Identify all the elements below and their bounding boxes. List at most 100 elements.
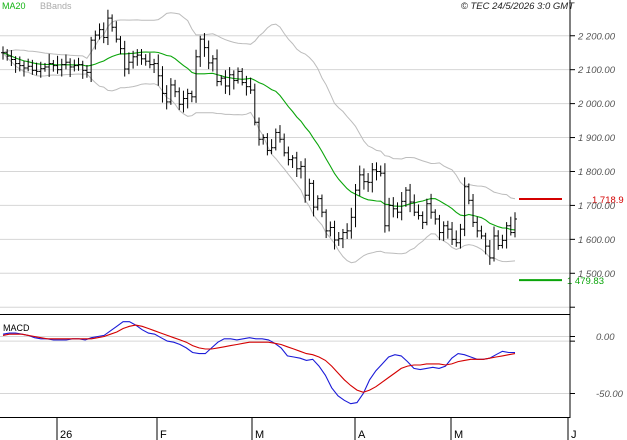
ohlc-bar <box>21 60 26 77</box>
ohlc-bar <box>370 163 375 193</box>
ohlc-bar <box>378 165 383 177</box>
ohlc-bar <box>349 207 354 239</box>
bband-lower-line <box>2 52 516 264</box>
x-tick-label: J <box>571 429 577 440</box>
ohlc-bar <box>399 192 404 221</box>
ohlc-bar <box>466 183 471 205</box>
ohlc-bar <box>147 52 152 69</box>
x-tick-label: M <box>255 429 264 440</box>
ohlc-bar <box>9 50 14 67</box>
ohlc-bar <box>164 85 169 110</box>
macd-y-tick-label: 0.00 <box>596 332 615 343</box>
ohlc-bar <box>17 56 22 72</box>
ohlc-bar <box>240 68 245 86</box>
ohlc-bar <box>433 209 438 225</box>
ohlc-bar <box>504 222 509 249</box>
ohlc-bar <box>311 180 316 217</box>
ohlc-bar <box>261 134 266 145</box>
ohlc-bar <box>336 232 341 246</box>
ohlc-bar <box>76 57 81 71</box>
ohlc-bar <box>89 36 94 83</box>
ohlc-bar <box>101 22 106 44</box>
ma20-line <box>2 51 516 231</box>
ohlc-bar <box>59 58 64 77</box>
ohlc-bar <box>252 83 257 126</box>
ohlc-bar <box>487 240 492 265</box>
ohlc-bar <box>168 78 173 105</box>
ohlc-bar <box>38 61 43 78</box>
ohlc-bar <box>492 226 497 262</box>
ohlc-bar <box>366 173 371 192</box>
ohlc-bar <box>294 151 299 177</box>
ohlc-bar <box>290 155 295 168</box>
x-tick-label: M <box>454 429 463 440</box>
ohlc-bar <box>156 54 161 86</box>
ohlc-bar <box>84 65 89 78</box>
ohlc-bar <box>382 163 387 233</box>
ohlc-bar <box>5 49 10 61</box>
ohlc-bar <box>445 220 450 239</box>
ohlc-bar <box>277 125 282 143</box>
ohlc-bar <box>206 40 211 70</box>
ohlc-bar <box>1 46 5 60</box>
ohlc-bar <box>479 225 484 239</box>
ohlc-bar <box>131 50 136 69</box>
ohlc-bar <box>387 197 392 232</box>
ohlc-bar <box>202 33 207 57</box>
price-y-tick-label: 2 100.00 <box>577 65 616 76</box>
resistance-level-label: 1 718.9 <box>592 195 624 206</box>
ohlc-bar <box>265 133 270 156</box>
ohlc-bar <box>223 70 228 94</box>
ohlc-bar <box>185 88 190 109</box>
ohlc-bar <box>303 158 308 203</box>
price-y-tick-label: 1 900.00 <box>578 133 616 144</box>
macd-title: MACD <box>3 323 30 333</box>
ohlc-bar <box>496 230 501 250</box>
ohlc-bar <box>471 193 476 227</box>
ohlc-bar <box>244 75 249 96</box>
ohlc-bar <box>437 214 442 241</box>
ohlc-bar <box>210 55 215 72</box>
ohlc-bar <box>248 77 253 94</box>
ohlc-bar <box>458 223 463 249</box>
ohlc-bar <box>513 212 517 238</box>
ohlc-bar <box>357 165 362 196</box>
ohlc-bar <box>126 52 131 75</box>
ohlc-bar <box>47 53 52 77</box>
ohlc-bar <box>257 117 261 146</box>
ohlc-bar <box>105 9 110 46</box>
ohlc-bar <box>441 221 446 241</box>
ohlc-bar <box>319 194 324 218</box>
ohlc-bar <box>68 58 73 78</box>
ohlc-bar <box>194 49 199 103</box>
ohlc-bar <box>135 49 140 66</box>
ohlc-bar <box>307 178 312 201</box>
ohlc-bar <box>500 234 505 249</box>
x-tick-label: F <box>160 429 167 440</box>
ohlc-bar <box>286 146 291 166</box>
macd-line <box>2 321 515 405</box>
macd-y-tick-label: -50.00 <box>596 389 624 400</box>
ohlc-bar <box>340 228 345 249</box>
copyright-text: © TEC 24/5/2026 3:0 GMT <box>461 1 575 12</box>
ohlc-bar <box>328 221 333 237</box>
price-y-tick-label: 1 600.00 <box>578 235 616 246</box>
ohlc-bar <box>173 79 178 98</box>
ohlc-bar <box>122 40 127 77</box>
macd-signal-line <box>2 324 516 393</box>
ohlc-bar <box>118 36 123 55</box>
ohlc-bar <box>51 59 56 72</box>
ohlc-bar <box>416 204 421 220</box>
ohlc-bar <box>236 67 241 84</box>
ohlc-bar <box>160 66 165 103</box>
ohlc-bar <box>412 194 417 217</box>
ohlc-bar <box>93 30 98 50</box>
ohlc-bar <box>198 35 203 67</box>
ohlc-bar <box>269 139 274 155</box>
ohlc-bar <box>63 54 68 70</box>
ohlc-bar <box>454 230 459 247</box>
ohlc-bar <box>391 197 396 218</box>
ohlc-bar <box>30 59 35 75</box>
ohlc-bar <box>315 195 320 211</box>
ohlc-bar <box>143 54 148 66</box>
